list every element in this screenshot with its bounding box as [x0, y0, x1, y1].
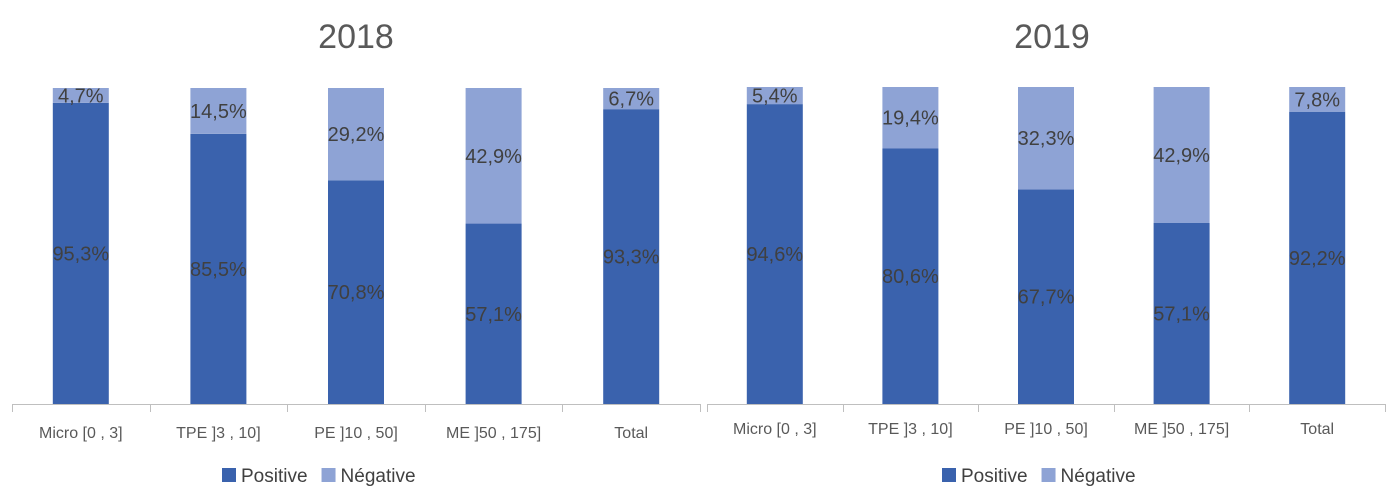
- bar-negative: [746, 87, 803, 105]
- bar-negative: [603, 88, 660, 110]
- bar-positive: [882, 148, 939, 404]
- category-label: Total: [614, 425, 648, 442]
- data-label: 4,7%: [58, 85, 104, 107]
- data-label: 57,1%: [465, 304, 522, 326]
- bar-positive: [1289, 111, 1346, 404]
- bar-positive: [465, 223, 522, 404]
- legend-swatch: [942, 468, 956, 482]
- data-label: 19,4%: [882, 108, 939, 130]
- chart-panel-2019: 2019 94,6% 5,4% Micro [0 , 3] 80,6% 19,4% TPE …: [707, 18, 1386, 487]
- data-label: 93,3%: [603, 247, 660, 269]
- data-label: 70,8%: [328, 282, 385, 304]
- data-label: 42,9%: [465, 146, 522, 168]
- legend-swatch: [222, 468, 236, 482]
- legend-swatch: [1041, 468, 1056, 482]
- bar-positive: [190, 133, 247, 404]
- category-label: PE ]10 , 50]: [1004, 421, 1088, 438]
- chart-panel-2018: 2018 95,3% 4,7% Micro [0 , 3] 85,5% 14,5% TPE …: [12, 18, 701, 487]
- bar-negative: [465, 88, 522, 224]
- data-label: 95,3%: [52, 243, 109, 265]
- legend-label: Positive: [961, 466, 1028, 487]
- data-label: 29,2%: [328, 124, 385, 146]
- bar-negative: [328, 88, 384, 181]
- category-label: Micro [0 , 3]: [733, 421, 817, 438]
- bar-positive: [603, 109, 660, 404]
- data-label: 92,2%: [1289, 248, 1346, 270]
- category-label: ME ]50 , 175]: [446, 425, 541, 442]
- data-label: 6,7%: [608, 89, 654, 111]
- legend-label: Négative: [341, 466, 416, 487]
- bar-positive: [52, 102, 109, 405]
- data-label: 80,6%: [882, 266, 939, 288]
- category-label: ME ]50 , 175]: [1134, 421, 1229, 438]
- bar-negative: [52, 88, 109, 103]
- category-label: PE ]10 , 50]: [314, 425, 398, 442]
- data-label: 5,4%: [752, 86, 798, 108]
- legend-swatch: [321, 468, 336, 482]
- bar-negative: [1018, 87, 1074, 190]
- data-label: 14,5%: [190, 101, 247, 123]
- bar-negative: [1289, 87, 1346, 112]
- chart-title: 2019: [1014, 18, 1090, 56]
- data-label: 94,6%: [746, 244, 803, 266]
- data-label: 67,7%: [1018, 287, 1075, 309]
- category-label: Micro [0 , 3]: [39, 425, 123, 442]
- category-label: TPE ]3 , 10]: [868, 421, 952, 438]
- legend-label: Positive: [241, 466, 308, 487]
- bar-positive: [328, 180, 384, 404]
- bar-positive: [746, 104, 803, 405]
- category-label: TPE ]3 , 10]: [176, 425, 260, 442]
- bar-positive: [1018, 189, 1074, 404]
- data-label: 7,8%: [1294, 89, 1340, 111]
- data-label: 57,1%: [1153, 303, 1210, 325]
- bar-negative: [190, 88, 247, 134]
- chart-title: 2018: [318, 18, 394, 56]
- data-label: 85,5%: [190, 259, 247, 281]
- data-label: 32,3%: [1018, 128, 1075, 150]
- data-label: 42,9%: [1153, 145, 1210, 167]
- bar-positive: [1153, 222, 1210, 404]
- category-label: Total: [1300, 421, 1334, 438]
- legend-label: Négative: [1061, 466, 1136, 487]
- bar-negative: [1153, 87, 1210, 223]
- bar-negative: [882, 87, 939, 149]
